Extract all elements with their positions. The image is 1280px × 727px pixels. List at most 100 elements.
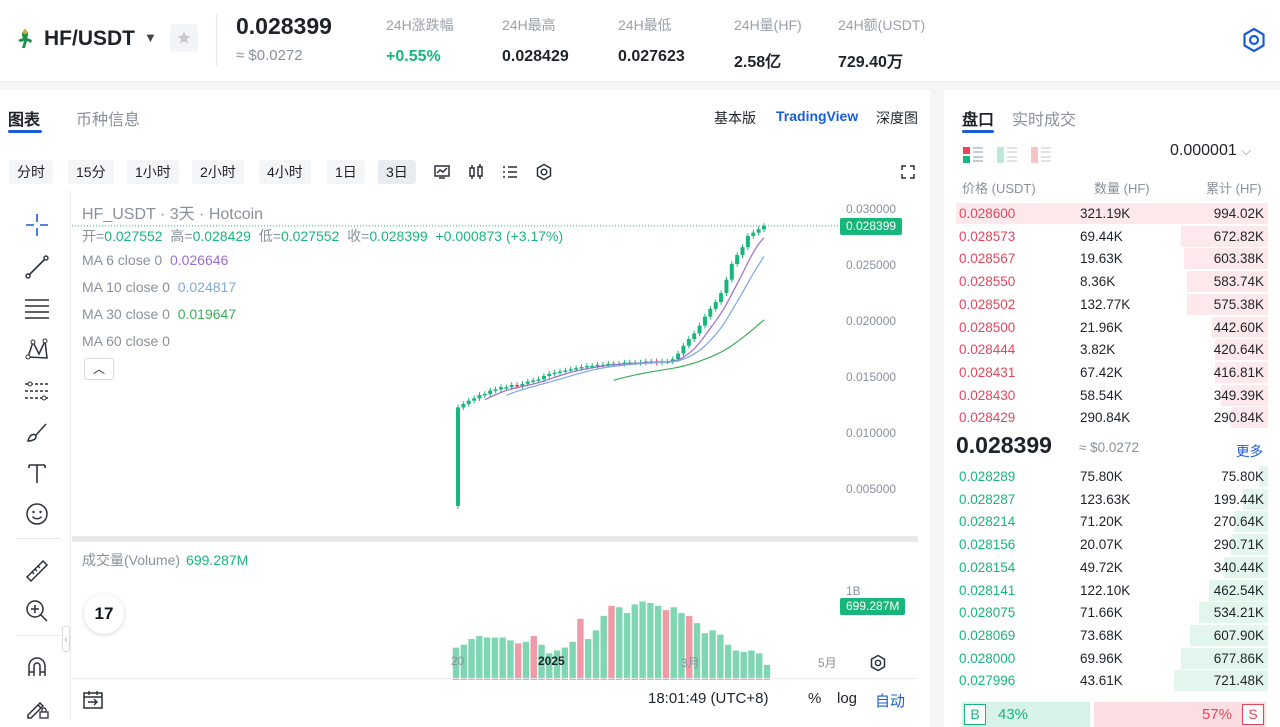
lock-drawings-tool[interactable] xyxy=(22,693,52,723)
settings-hex-icon[interactable] xyxy=(1240,26,1268,54)
ask-row[interactable]: 0.028444 3.82K 420.64K xyxy=(956,338,1268,361)
candle-body xyxy=(472,398,477,401)
ruler-tool[interactable] xyxy=(22,556,52,586)
view-basic[interactable]: 基本版 xyxy=(714,110,756,126)
book-asks-icon[interactable] xyxy=(1030,146,1052,164)
auto-scale-toggle[interactable]: 自动 xyxy=(875,693,906,710)
tab-underline xyxy=(8,130,42,133)
qty-cell: 69.44K xyxy=(1080,228,1123,244)
bid-row[interactable]: 0.028287 123.63K 199.44K xyxy=(956,488,1268,511)
ask-row[interactable]: 0.028431 67.42K 416.81K xyxy=(956,361,1268,384)
bid-row[interactable]: 0.028141 122.10K 462.54K xyxy=(956,579,1268,602)
book-both-icon[interactable] xyxy=(962,146,984,164)
axis-settings-icon[interactable] xyxy=(868,653,888,673)
candle-body xyxy=(719,293,724,303)
ask-row[interactable]: 0.028600 321.19K 994.02K xyxy=(956,202,1268,225)
total-cell: 721.48K xyxy=(1213,673,1264,689)
candle-body xyxy=(724,279,729,294)
candle-body xyxy=(751,232,756,236)
toolbar-collapse-button[interactable]: ‹ xyxy=(62,626,70,652)
ma60-legend: MA 60 close 0 xyxy=(82,333,170,349)
bid-row[interactable]: 0.028156 20.07K 290.71K xyxy=(956,533,1268,556)
text-tool[interactable] xyxy=(22,458,52,488)
fib-tool[interactable] xyxy=(22,293,52,323)
zoom-tool[interactable] xyxy=(22,596,52,626)
precision-select[interactable]: 0.000001 ⌵ xyxy=(1170,142,1251,160)
price-cell: 0.028000 xyxy=(959,650,1016,666)
ask-row[interactable]: 0.028429 290.84K 290.84K xyxy=(956,406,1268,429)
fullscreen-icon[interactable] xyxy=(898,162,918,182)
tab-chart[interactable]: 图表 xyxy=(8,112,41,129)
crosshair-tool[interactable] xyxy=(22,210,52,240)
ask-row[interactable]: 0.028430 58.54K 349.39K xyxy=(956,384,1268,407)
clock-readout[interactable]: 18:01:49 (UTC+8) xyxy=(648,690,769,707)
depth-bar xyxy=(1208,579,1268,601)
price-cell: 0.028431 xyxy=(959,364,1016,380)
tf-2h[interactable]: 2小时 xyxy=(192,160,244,184)
log-scale-toggle[interactable]: log xyxy=(837,690,858,707)
collapse-legend-button[interactable]: ︿ xyxy=(84,358,114,380)
bid-row[interactable]: 0.028069 73.68K 607.90K xyxy=(956,624,1268,647)
tf-1h[interactable]: 1小时 xyxy=(127,160,179,184)
bid-row[interactable]: 0.028000 69.96K 677.86K xyxy=(956,647,1268,670)
favorite-button[interactable] xyxy=(170,24,198,52)
trendline-tool[interactable] xyxy=(22,252,52,282)
view-tradingview[interactable]: TradingView xyxy=(776,108,859,124)
tf-15m[interactable]: 15分 xyxy=(68,160,114,184)
current-price-tag: 0.028399 xyxy=(840,218,903,235)
volume-bar xyxy=(569,641,576,680)
bid-row[interactable]: 0.028154 49.72K 340.44K xyxy=(956,556,1268,579)
candle-body xyxy=(735,255,740,264)
volume-bar xyxy=(553,650,561,680)
ask-row[interactable]: 0.028500 21.96K 442.60K xyxy=(956,316,1268,339)
price-tick: 0.030000 xyxy=(846,202,897,216)
magnet-tool[interactable] xyxy=(22,652,52,682)
tf-minute[interactable]: 分时 xyxy=(9,160,53,184)
tf-4h[interactable]: 4小时 xyxy=(259,160,311,184)
pair-selector[interactable]: HF/USDT xyxy=(44,27,135,50)
tab-recent-trades[interactable]: 实时成交 xyxy=(1012,112,1077,129)
view-depth[interactable]: 深度图 xyxy=(876,110,918,126)
indicator-icon[interactable] xyxy=(432,162,452,182)
tf-3d[interactable]: 3日 xyxy=(378,160,416,184)
bid-row[interactable]: 0.027996 43.61K 721.48K xyxy=(956,669,1268,692)
ask-row[interactable]: 0.028567 19.63K 603.38K xyxy=(956,247,1268,270)
ask-row[interactable]: 0.028502 132.77K 575.38K xyxy=(956,293,1268,316)
volume-bar xyxy=(515,643,522,680)
bid-row[interactable]: 0.028214 71.20K 270.64K xyxy=(956,510,1268,533)
price-cell: 0.028075 xyxy=(959,605,1016,621)
mid-price: 0.028399 xyxy=(956,432,1052,458)
tf-1d[interactable]: 1日 xyxy=(327,160,365,184)
brush-tool[interactable] xyxy=(22,417,52,447)
depth-bar xyxy=(1186,293,1268,315)
volume-bar xyxy=(709,630,716,680)
volume-tick: 1B xyxy=(846,584,861,598)
measure-lines-tool[interactable] xyxy=(22,376,52,406)
bid-row[interactable]: 0.028289 75.80K 75.80K xyxy=(956,465,1268,488)
candle-body xyxy=(477,395,482,399)
list-settings-icon[interactable] xyxy=(500,162,520,182)
ask-row[interactable]: 0.028573 69.44K 672.82K xyxy=(956,225,1268,248)
pattern-tool[interactable] xyxy=(22,335,52,365)
legend-title: HF_USDT · 3天 · Hotcoin xyxy=(82,206,264,223)
emoji-tool[interactable] xyxy=(22,499,52,529)
candle-body xyxy=(541,376,546,380)
tradingview-logo-icon[interactable]: 17 xyxy=(84,594,124,634)
ask-row[interactable]: 0.028550 8.36K 583.74K xyxy=(956,270,1268,293)
percent-scale-toggle[interactable]: % xyxy=(808,690,822,707)
pane-separator[interactable] xyxy=(72,536,918,542)
chart-settings-icon[interactable] xyxy=(534,162,554,182)
book-bids-icon[interactable] xyxy=(996,146,1018,164)
tab-order-book[interactable]: 盘口 xyxy=(962,112,995,129)
bid-row[interactable]: 0.028075 71.66K 534.21K xyxy=(956,601,1268,624)
candle-style-icon[interactable] xyxy=(466,162,486,182)
tab-coin-info[interactable]: 币种信息 xyxy=(76,112,141,129)
volume-bar xyxy=(670,607,677,680)
toolbar-border xyxy=(70,190,71,720)
date-range-icon[interactable] xyxy=(82,689,104,711)
price-chart[interactable]: HF_USDT · 3天 · Hotcoin 开=0.027552 高=0.02… xyxy=(72,190,918,680)
more-link[interactable]: 更多 xyxy=(1236,444,1263,459)
stat-label: 24H涨跌幅 xyxy=(386,17,454,33)
chevron-down-icon[interactable]: ▼ xyxy=(144,30,157,45)
magnet-icon xyxy=(28,657,46,676)
